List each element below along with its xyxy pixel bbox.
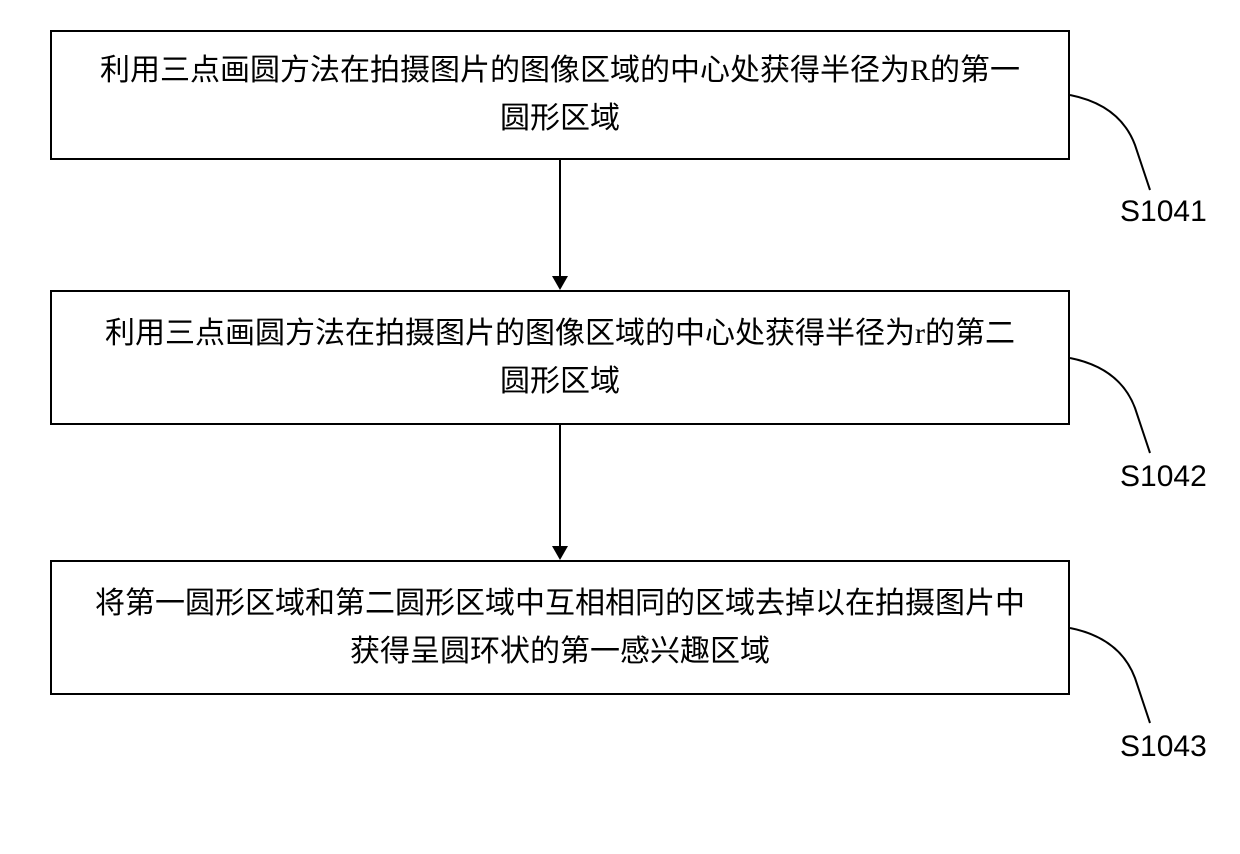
connector-1 [1070,95,1160,195]
flow-step-2: 利用三点画圆方法在拍摄图片的图像区域的中心处获得半径为r的第二圆形区域 [50,290,1070,425]
flow-step-1: 利用三点画圆方法在拍摄图片的图像区域的中心处获得半径为R的第一圆形区域 [50,30,1070,160]
arrow-1-2-head [552,276,568,290]
step-label-3: S1043 [1120,730,1207,764]
arrow-2-3-line [559,425,561,546]
step-label-2: S1042 [1120,460,1207,494]
flow-step-2-text: 利用三点画圆方法在拍摄图片的图像区域的中心处获得半径为r的第二圆形区域 [92,310,1028,406]
flowchart-container: 利用三点画圆方法在拍摄图片的图像区域的中心处获得半径为R的第一圆形区域 S104… [0,0,1240,854]
arrow-2-3-head [552,546,568,560]
arrow-1-2-line [559,160,561,276]
flow-step-3-text: 将第一圆形区域和第二圆形区域中互相相同的区域去掉以在拍摄图片中获得呈圆环状的第一… [92,580,1028,676]
connector-3 [1070,628,1160,728]
flow-step-1-text: 利用三点画圆方法在拍摄图片的图像区域的中心处获得半径为R的第一圆形区域 [92,47,1028,143]
flow-step-3: 将第一圆形区域和第二圆形区域中互相相同的区域去掉以在拍摄图片中获得呈圆环状的第一… [50,560,1070,695]
connector-2 [1070,358,1160,458]
step-label-1: S1041 [1120,195,1207,229]
